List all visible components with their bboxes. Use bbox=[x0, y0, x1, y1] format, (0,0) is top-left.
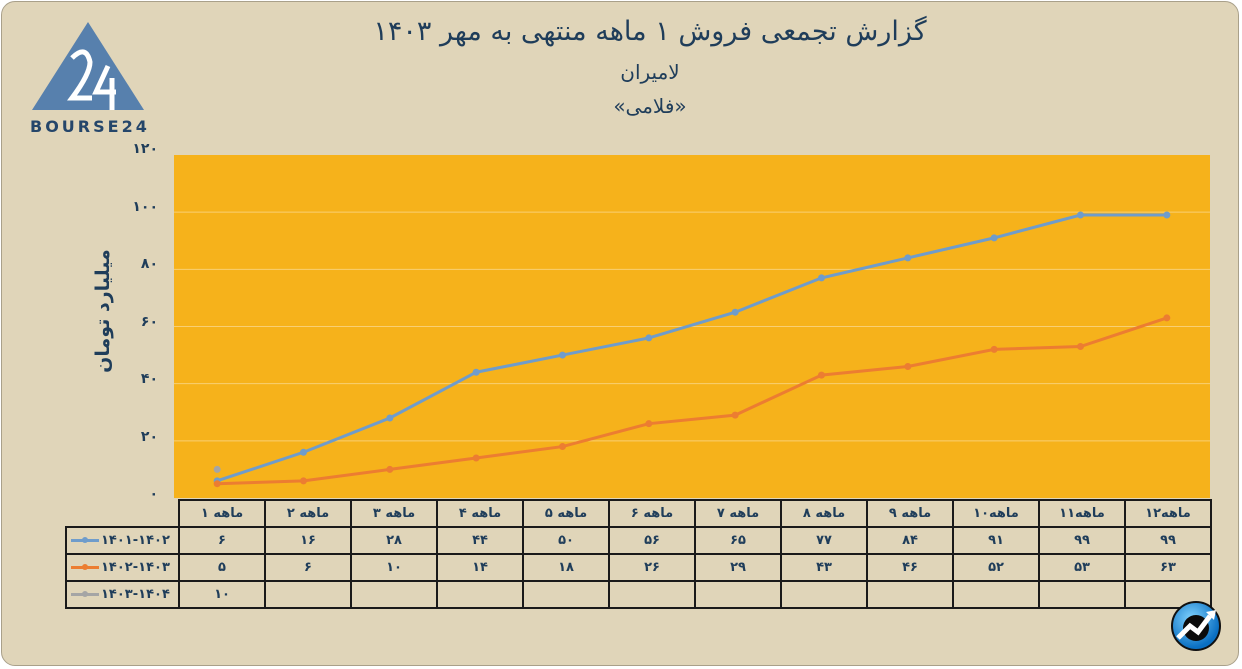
table-row: ۱۴۰۱-۱۴۰۲ ۶ ۱۶ ۲۸ ۴۴ ۵۰ ۵۶ ۶۵ ۷۷ ۸۴ ۹۱ ۹… bbox=[65, 526, 1212, 555]
cell: ۱۰ bbox=[350, 553, 438, 582]
y-tick: ۱۲۰ bbox=[132, 141, 158, 157]
cell bbox=[694, 580, 782, 609]
cell bbox=[866, 580, 954, 609]
table-row: ۱۴۰۲-۱۴۰۳ ۵ ۶ ۱۰ ۱۴ ۱۸ ۲۶ ۲۹ ۴۳ ۴۶ ۵۲ ۵۳… bbox=[65, 553, 1212, 582]
cell: ۷۷ bbox=[780, 526, 868, 555]
column-header: ۹ ماهه bbox=[866, 499, 954, 528]
cell: ۸۴ bbox=[866, 526, 954, 555]
cell: ۶ bbox=[178, 526, 266, 555]
logo-text: BOURSE24 bbox=[30, 117, 150, 136]
cell: ۱۰ bbox=[178, 580, 266, 609]
ticker-symbol: «فلامی» bbox=[613, 94, 687, 118]
y-tick: ۰ bbox=[149, 486, 158, 502]
cell: ۹۱ bbox=[952, 526, 1040, 555]
column-header: ۱۰ماهه bbox=[952, 499, 1040, 528]
cell: ۵ bbox=[178, 553, 266, 582]
legend-entry: ۱۴۰۳-۱۴۰۴ bbox=[65, 580, 180, 609]
legend-marker-icon bbox=[71, 537, 99, 543]
cell: ۲۹ bbox=[694, 553, 782, 582]
y-tick: ۸۰ bbox=[140, 256, 158, 272]
cell: ۴۶ bbox=[866, 553, 954, 582]
cell bbox=[608, 580, 696, 609]
cell: ۵۳ bbox=[1038, 553, 1126, 582]
cell: ۲۶ bbox=[608, 553, 696, 582]
legend-marker-icon bbox=[71, 591, 99, 597]
cell: ۱۶ bbox=[264, 526, 352, 555]
line-series bbox=[174, 211, 1210, 488]
trend-up-icon bbox=[1171, 601, 1221, 651]
cell: ۶۳ bbox=[1124, 553, 1212, 582]
column-header: ۱۱ماهه bbox=[1038, 499, 1126, 528]
column-header: ۳ ماهه bbox=[350, 499, 438, 528]
cell: ۵۲ bbox=[952, 553, 1040, 582]
y-tick: ۴۰ bbox=[140, 371, 158, 387]
cell: ۶ bbox=[264, 553, 352, 582]
column-header: ۲ ماهه bbox=[264, 499, 352, 528]
column-header: ۴ ماهه bbox=[436, 499, 524, 528]
legend-entry: ۱۴۰۱-۱۴۰۲ bbox=[65, 526, 180, 555]
legend-entry: ۱۴۰۲-۱۴۰۳ bbox=[65, 553, 180, 582]
cell bbox=[264, 580, 352, 609]
cell: ۶۵ bbox=[694, 526, 782, 555]
cell: ۲۸ bbox=[350, 526, 438, 555]
bourse24-logo-icon bbox=[32, 22, 144, 110]
y-tick: ۶۰ bbox=[140, 314, 158, 330]
legend-marker-icon bbox=[71, 564, 99, 570]
cell bbox=[350, 580, 438, 609]
column-header: ۸ ماهه bbox=[780, 499, 868, 528]
cell: ۱۸ bbox=[522, 553, 610, 582]
cell bbox=[436, 580, 524, 609]
cell: ۵۶ bbox=[608, 526, 696, 555]
table-row: ۱۴۰۳-۱۴۰۴ ۱۰ bbox=[65, 580, 1212, 609]
chart-title: گزارش تجمعی فروش ۱ ماهه منتهی به مهر ۱۴۰… bbox=[373, 16, 927, 47]
column-header: ۶ ماهه bbox=[608, 499, 696, 528]
cell: ۴۴ bbox=[436, 526, 524, 555]
column-header: ۷ ماهه bbox=[694, 499, 782, 528]
cell: ۵۰ bbox=[522, 526, 610, 555]
column-header: ۱۲ماهه bbox=[1124, 499, 1212, 528]
cell: ۹۹ bbox=[1038, 526, 1126, 555]
y-tick: ۲۰ bbox=[140, 429, 158, 445]
cell: ۱۴ bbox=[436, 553, 524, 582]
cell: ۴۳ bbox=[780, 553, 868, 582]
y-tick: ۱۰۰ bbox=[132, 199, 158, 215]
column-header: ۱ ماهه bbox=[178, 499, 266, 528]
data-table: ۱ ماهه ۲ ماهه ۳ ماهه ۴ ماهه ۵ ماهه ۶ ماه… bbox=[65, 499, 1212, 609]
cell bbox=[1038, 580, 1126, 609]
company-name: لامیران bbox=[620, 60, 680, 84]
column-header: ۵ ماهه bbox=[522, 499, 610, 528]
cell bbox=[780, 580, 868, 609]
cell: ۹۹ bbox=[1124, 526, 1212, 555]
cell bbox=[522, 580, 610, 609]
cell bbox=[952, 580, 1040, 609]
